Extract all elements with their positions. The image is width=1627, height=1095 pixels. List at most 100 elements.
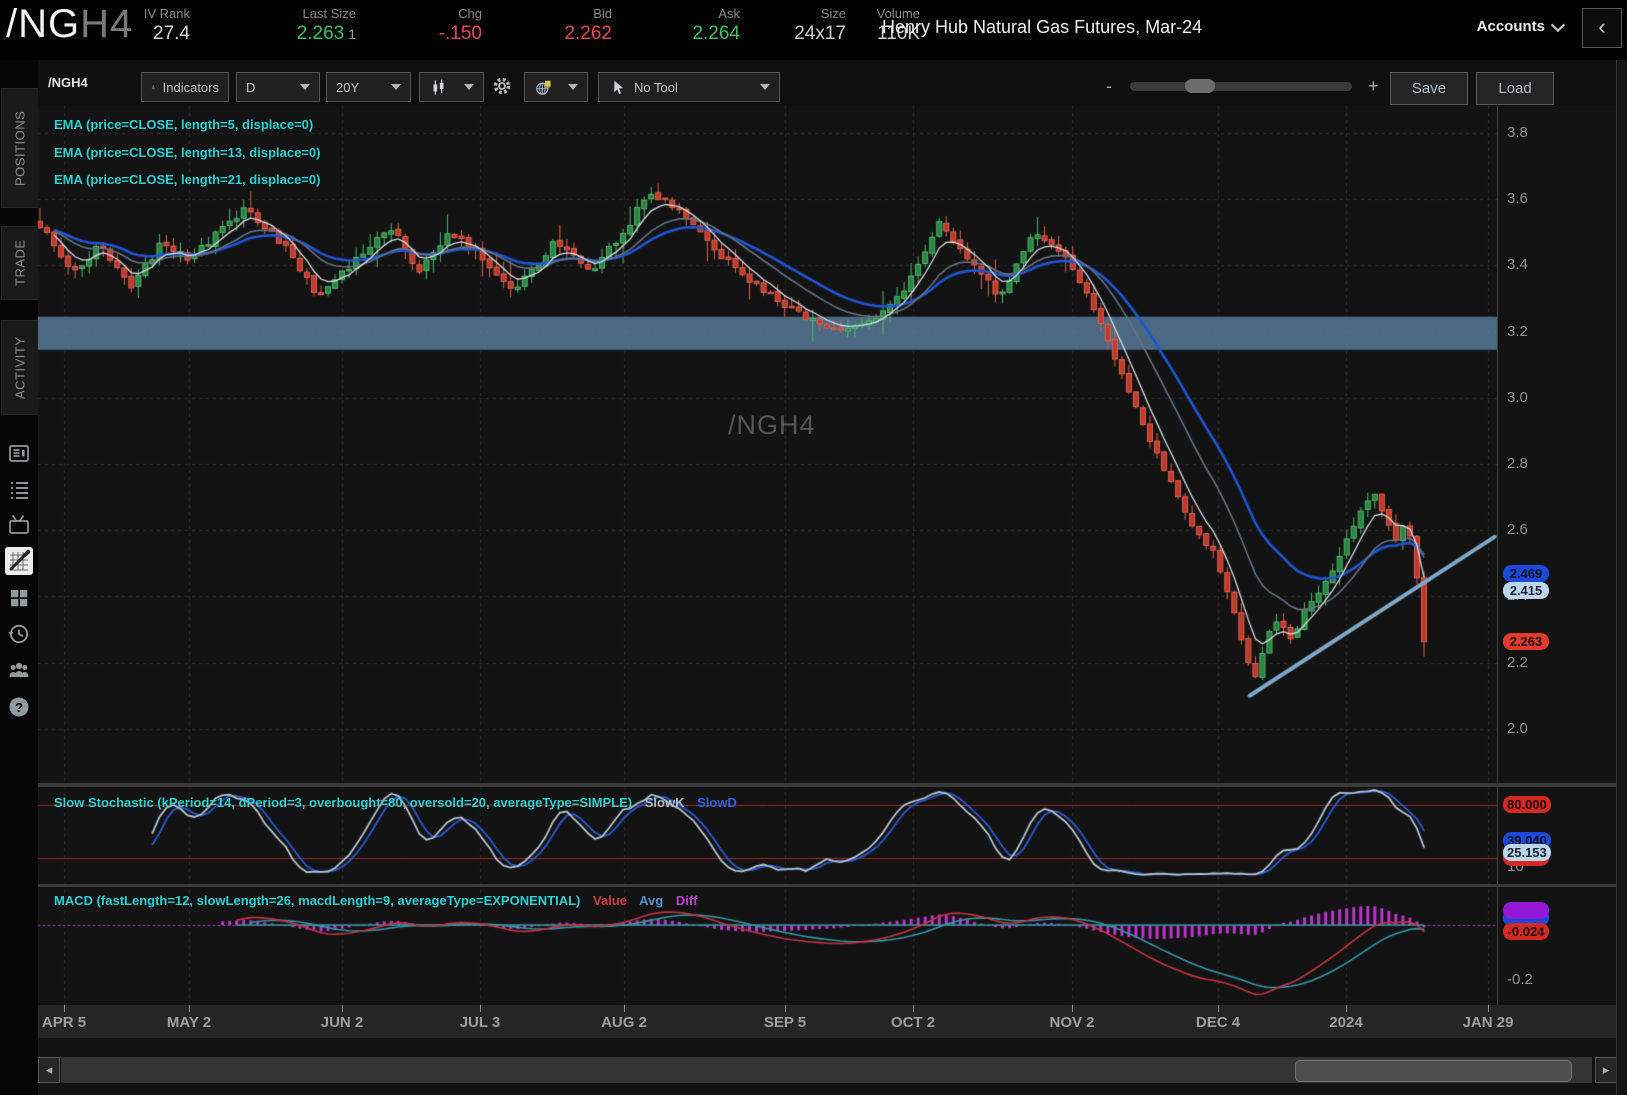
tv-icon[interactable] [7,513,31,537]
history-icon[interactable] [7,622,31,646]
contract-title: Henry Hub Natural Gas Futures, Mar-24 [882,17,1202,38]
help-icon[interactable]: ? [7,695,31,719]
chart-canvas[interactable] [38,106,1497,1005]
charts-icon[interactable] [5,547,33,575]
stat-last-size: Last Size 2.2631 [198,6,364,47]
load-button[interactable]: Load [1476,72,1554,105]
date-tick-mark [1488,1005,1489,1012]
stat-iv-rank: IV Rank 27.4 [128,6,198,47]
chevron-down-icon [1551,17,1565,31]
date-tick-mark [913,1005,914,1012]
date-tick-label: JUN 2 [302,1014,382,1031]
quote-stats: IV Rank 27.4 Last Size 2.2631 Chg -.150 … [128,6,928,47]
zoom-slider-thumb[interactable] [1185,79,1215,93]
macd-tick-label: -0.2 [1507,971,1533,988]
date-axis[interactable]: APR 5MAY 2JUN 2JUL 3AUG 2SEP 5OCT 2NOV 2… [38,1005,1617,1038]
date-tick-mark [1346,1005,1347,1012]
chevron-down-icon [300,84,310,90]
pane-divider[interactable] [38,783,1617,787]
symbol-input[interactable]: /NGH4 [48,75,88,90]
date-tick-label: NOV 2 [1032,1014,1112,1031]
save-button[interactable]: Save [1390,72,1468,105]
aggregation-dropdown[interactable]: D [236,72,320,102]
collapse-panel-button[interactable]: ‹ [1582,8,1622,48]
date-tick-mark [1218,1005,1219,1012]
trading-app-window: /NGH4 IV Rank 27.4 Last Size 2.2631 Chg … [0,0,1627,1095]
price-tick-label: 3.4 [1507,256,1528,273]
study-label-ema13[interactable]: EMA (price=CLOSE, length=13, displace=0) [54,145,320,160]
price-axis-bubble: 2.469 [1503,565,1549,582]
date-tick-label: DEC 4 [1178,1014,1258,1031]
watchlist-icon[interactable] [7,477,31,501]
chevron-down-icon [464,84,474,90]
stat-ask: Ask 2.264 [620,6,748,47]
zoom-in-button[interactable]: + [1368,76,1379,97]
news-ledger-icon[interactable] [7,441,31,465]
symbol-title: /NGH4 [6,2,133,47]
active-tool-dropdown[interactable]: No Tool [598,72,780,102]
study-label-stochastic[interactable]: Slow Stochastic (kPeriod=14, dPeriod=3, … [54,795,746,810]
study-label-ema21[interactable]: EMA (price=CLOSE, length=21, displace=0) [54,172,320,187]
flask-icon [151,78,156,97]
study-label-macd[interactable]: MACD (fastLength=12, slowLength=26, macd… [54,893,706,908]
candlestick-icon [429,78,448,97]
stat-size: Size 24x17 [748,6,854,47]
date-tick-mark [480,1005,481,1012]
grid-icon[interactable] [7,586,31,610]
date-tick-mark [342,1005,343,1012]
accounts-menu[interactable]: Accounts [1477,18,1563,35]
date-tick-mark [64,1005,65,1012]
cursor-icon [608,78,627,97]
range-dropdown[interactable]: 20Y [326,72,411,102]
price-tick-label: 3.0 [1507,389,1528,406]
quote-header: /NGH4 IV Rank 27.4 Last Size 2.2631 Chg … [0,0,1627,60]
chevron-down-icon [391,84,401,90]
study-label-ema5[interactable]: EMA (price=CLOSE, length=5, displace=0) [54,117,313,132]
price-axis-bubble: 2.263 [1503,633,1549,650]
drawing-set-dropdown[interactable] [524,72,588,102]
stat-chg: Chg -.150 [364,6,490,47]
stat-bid: Bid 2.262 [490,6,620,47]
chart-watermark: /NGH4 [728,410,928,441]
date-tick-label: MAY 2 [149,1014,229,1031]
sidebar-tab-positions[interactable]: POSITIONS [1,88,39,208]
scrollbar-thumb[interactable] [1295,1060,1572,1082]
gear-icon [490,74,514,98]
date-tick-label: AUG 2 [584,1014,664,1031]
zoom-out-button[interactable]: - [1106,76,1112,97]
sidebar-tab-activity[interactable]: ACTIVITY [1,320,39,415]
pane-divider[interactable] [38,884,1617,887]
price-tick-label: 3.2 [1507,323,1528,340]
price-tick-label: 2.6 [1507,521,1528,538]
chevron-down-icon [568,84,578,90]
macd-axis-bubble [1503,902,1549,919]
chart-style-dropdown[interactable] [419,72,484,102]
price-tick-label: 2.2 [1507,654,1528,671]
community-icon[interactable] [7,658,31,682]
chevron-down-icon [760,84,770,90]
price-tick-label: 3.8 [1507,124,1528,141]
date-tick-mark [785,1005,786,1012]
scroll-right-button[interactable]: ▸ [1595,1057,1617,1083]
stoch-axis-bubble: 25.153 [1503,844,1551,861]
right-edge-panel[interactable] [1616,60,1627,1095]
scroll-left-button[interactable]: ◂ [38,1057,60,1083]
macd-axis-bubble: -0.024 [1503,923,1549,940]
indicators-button[interactable]: Indicators [141,72,229,102]
drawing-globe-icon [534,78,553,97]
date-tick-label: JAN 29 [1448,1014,1528,1031]
left-sidebar: POSITIONS TRADE ACTIVITY [0,60,38,1095]
price-axis[interactable]: 3.83.63.43.23.02.82.62.42.22.08010-0.22.… [1497,106,1618,1005]
date-tick-label: SEP 5 [745,1014,825,1031]
chart-settings-button[interactable] [490,74,514,103]
scrollbar-track[interactable] [61,1057,1592,1083]
date-tick-label: OCT 2 [873,1014,953,1031]
zoom-slider[interactable] [1130,82,1352,91]
date-tick-mark [624,1005,625,1012]
date-tick-label: APR 5 [24,1014,104,1031]
price-tick-label: 2.0 [1507,720,1528,737]
sidebar-tab-trade[interactable]: TRADE [1,226,39,300]
symbol-root: /NG [6,2,80,46]
symbol-suffix: H4 [80,2,133,46]
date-tick-label: JUL 3 [440,1014,520,1031]
